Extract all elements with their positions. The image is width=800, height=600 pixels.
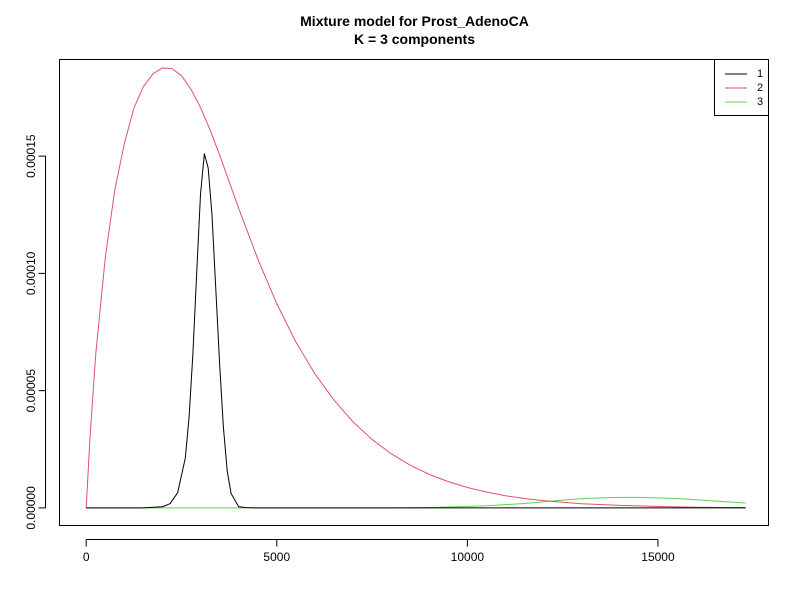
series-line-2	[85, 67, 746, 509]
x-tick-label: 15000	[641, 550, 675, 564]
legend: 1 2 3	[714, 59, 769, 116]
series-layer	[85, 67, 746, 509]
x-tick-label: 5000	[263, 550, 290, 564]
plot-frame	[59, 59, 769, 526]
y-axis: 0.00000 0.00005 0.00010 0.00015	[24, 134, 46, 530]
legend-label-3: 3	[757, 96, 763, 108]
x-axis: 0 5000 10000 15000	[83, 539, 675, 564]
y-tick-label: 0.00005	[24, 369, 38, 413]
x-tick-label: 10000	[451, 550, 485, 564]
x-tick-label: 0	[83, 550, 90, 564]
legend-label-1: 1	[757, 68, 763, 80]
y-tick-label: 0.00015	[24, 134, 38, 178]
legend-label-2: 2	[757, 82, 763, 94]
chart-title: Mixture model for Prost_AdenoCA	[300, 13, 529, 29]
series-line-3	[86, 496, 746, 509]
series-line-1	[86, 153, 746, 509]
chart-subtitle: K = 3 components	[354, 31, 475, 47]
y-tick-label: 0.00010	[24, 251, 38, 295]
y-tick-label: 0.00000	[24, 486, 38, 530]
